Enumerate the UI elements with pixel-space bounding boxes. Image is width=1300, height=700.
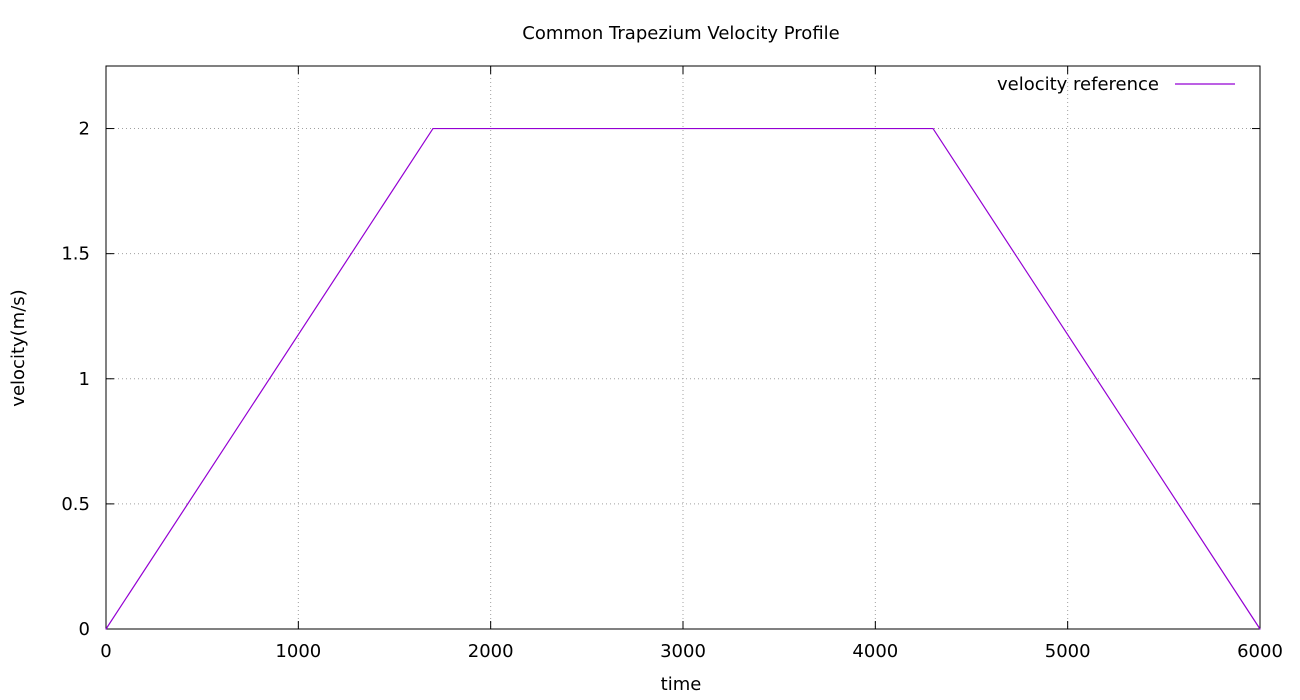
- x-tick-label: 3000: [660, 641, 706, 662]
- y-tick-label: 0.5: [61, 494, 90, 515]
- series-point: [932, 127, 934, 130]
- plot-frame: [105, 65, 1261, 630]
- x-tick-label: 5000: [1045, 641, 1091, 662]
- chart-title: Common Trapezium Velocity Profile: [522, 23, 840, 44]
- legend: velocity reference: [997, 74, 1235, 95]
- x-tick-label: 0: [100, 641, 111, 662]
- y-tick-label: 2: [79, 119, 90, 140]
- y-tick-label: 0: [79, 619, 90, 640]
- x-axis-label: time: [661, 674, 702, 695]
- legend-label: velocity reference: [997, 74, 1159, 95]
- series-line-velocity-reference: [105, 127, 1261, 630]
- tick-labels: 0 1000 2000 3000 4000 5000 6000 0 0.5 1 1.5 2: [61, 119, 1283, 662]
- x-tick-label: 4000: [852, 641, 898, 662]
- series-group: [105, 127, 1261, 630]
- series-point: [432, 127, 434, 130]
- y-tick-label: 1.5: [61, 244, 90, 265]
- series-point: [105, 628, 107, 630]
- grid: [106, 66, 1260, 629]
- x-tick-label: 1000: [275, 641, 321, 662]
- series-point: [1259, 628, 1261, 630]
- y-tick-label: 1: [79, 369, 90, 390]
- y-axis-label: velocity(m/s): [8, 289, 29, 406]
- x-tick-label: 2000: [468, 641, 514, 662]
- x-tick-label: 6000: [1237, 641, 1283, 662]
